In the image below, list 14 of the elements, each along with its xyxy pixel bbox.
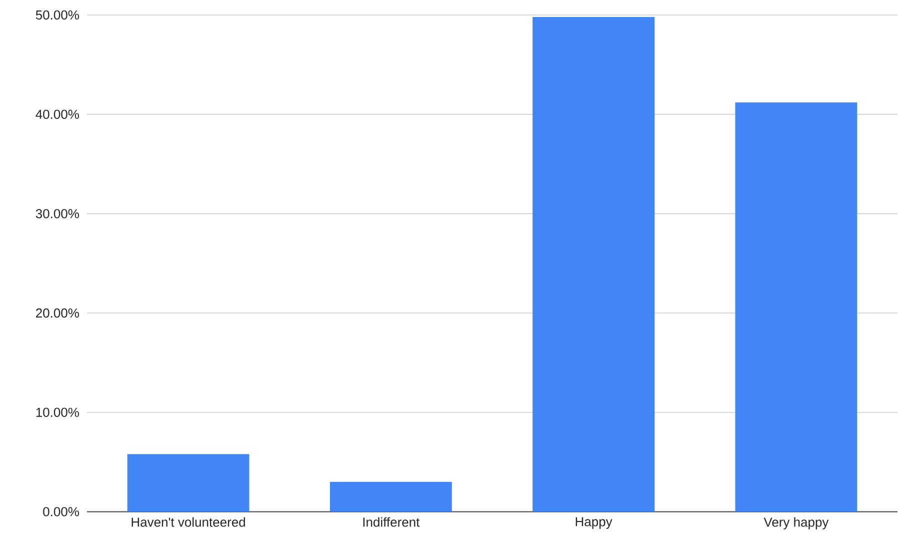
y-tick-label: 40.00% bbox=[36, 110, 79, 120]
x-tick-label: Very happy bbox=[764, 517, 829, 530]
bar bbox=[735, 102, 858, 512]
y-tick-label: 0.00% bbox=[43, 507, 79, 516]
x-tick-label: Indifferent bbox=[363, 517, 420, 527]
y-tick-label: 20.00% bbox=[36, 308, 79, 318]
bar bbox=[532, 17, 655, 512]
y-tick-label: 30.00% bbox=[36, 209, 79, 218]
bar bbox=[127, 454, 250, 512]
bar bbox=[330, 482, 452, 512]
x-tick-label: Happy bbox=[576, 517, 612, 530]
x-tick-label: Haven't volunteered bbox=[132, 517, 245, 527]
y-tick-label: 10.00% bbox=[36, 408, 79, 418]
y-tick-label: 50.00% bbox=[36, 10, 79, 20]
